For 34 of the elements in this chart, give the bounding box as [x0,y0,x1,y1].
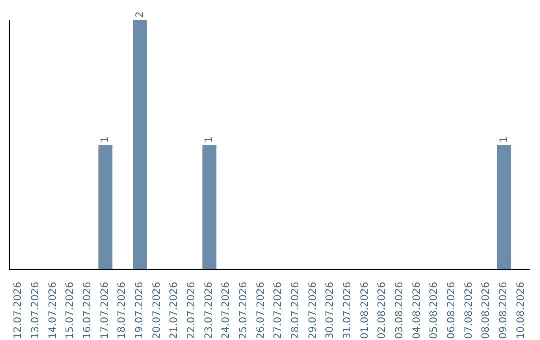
x-tick-label: 10.08.2026 [516,282,527,340]
x-tick-label: 27.07.2026 [273,282,284,340]
x-tick-label: 14.07.2026 [48,282,59,340]
data-label: 1 [498,136,510,143]
x-tick-label: 22.07.2026 [186,282,198,340]
x-tick-label: 26.07.2026 [256,282,267,340]
data-label: 1 [204,136,216,143]
x-tick-label: 23.07.2026 [204,282,215,340]
x-tick-label: 17.07.2026 [100,282,111,340]
x-tick-label: 03.08.2026 [394,282,406,340]
x-tick-label: 20.07.2026 [152,282,163,340]
x-tick-label: 08.08.2026 [481,282,492,340]
x-tick-label: 21.07.2026 [169,282,180,340]
x-tick-label: 28.07.2026 [290,282,302,340]
x-tick-label: 16.07.2026 [82,282,94,340]
x-tick-label: 31.07.2026 [342,282,354,340]
data-label: 2 [134,12,146,18]
data-label: 1 [100,136,112,143]
x-tick-label: 18.07.2026 [117,282,128,340]
x-tick-label: 25.07.2026 [238,282,250,340]
x-tick-label: 30.07.2026 [325,282,336,340]
x-tick-label: 09.08.2026 [498,282,510,340]
x-tick-label: 19.07.2026 [134,282,146,340]
x-tick-label: 13.07.2026 [30,282,42,340]
x-tick-label: 01.08.2026 [360,282,371,340]
x-tick-label: 05.08.2026 [429,282,440,340]
x-tick-label: 02.08.2026 [377,282,388,340]
x-tick-label: 29.07.2026 [308,282,319,340]
x-tick-label: 12.07.2026 [13,282,24,340]
x-tick-label: 04.08.2026 [412,282,423,340]
x-tick-label: 24.07.2026 [221,282,232,340]
x-tick-label: 07.08.2026 [464,282,475,340]
x-tick-label: 06.08.2026 [446,282,458,340]
x-tick-label: 15.07.2026 [65,282,76,340]
